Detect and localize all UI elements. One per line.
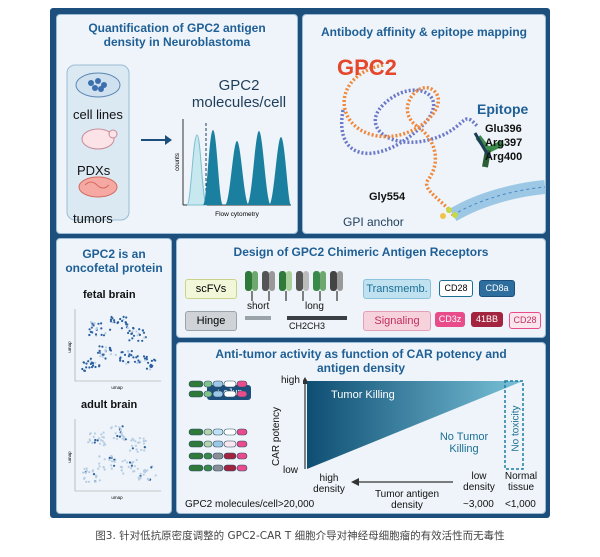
adult-umap-x-label: umap xyxy=(111,495,123,500)
affinity-panel: Antibody affinity & epitope mapping GPC2… xyxy=(302,14,546,234)
figure-caption: 图3. 针对低抗原密度调整的 GPC2-CAR T 细胞介导对神经母细胞瘤的有效… xyxy=(95,530,505,542)
antibody-icon xyxy=(473,132,505,168)
scfv-variants-icon xyxy=(245,271,343,301)
epitope-label: Epitope xyxy=(477,101,529,117)
potency-axis-label: CAR potency xyxy=(270,407,282,466)
molecules-label: GPC2 molecules/cell xyxy=(191,77,287,111)
sig-41bb-chip: 41BB xyxy=(471,312,503,327)
normal-tissue-label: Normal tissue xyxy=(504,471,538,493)
density-arrow-icon xyxy=(351,478,453,486)
low-density-label: low density xyxy=(463,471,495,493)
source-cell-lines: cell lines xyxy=(73,107,123,122)
hinge-short-label: short xyxy=(247,301,270,312)
histogram-x-label: Flow cytometry xyxy=(215,211,259,218)
affinity-title: Antibody affinity & epitope mapping xyxy=(321,25,527,39)
tm-cd28-chip: CD28 xyxy=(439,280,473,297)
potency-high-label: high xyxy=(281,375,300,386)
hinge-chip: Hinge xyxy=(185,311,237,331)
sig-cd3z-chip: CD3z xyxy=(435,312,465,327)
oncofetal-title: GPC2 is an oncofetal protein xyxy=(65,247,163,275)
arrow-right-icon xyxy=(141,135,172,145)
activity-title: Anti-tumor activity as function of CAR p… xyxy=(215,347,507,375)
signaling-chip: Signaling xyxy=(363,311,431,331)
graphical-abstract: Quantification of GPC2 antigen density i… xyxy=(50,8,550,518)
tumor-killing-label: Tumor Killing xyxy=(331,389,395,401)
residue-arg397: Arg397 xyxy=(485,137,523,149)
adult-umap: umap umap xyxy=(67,419,161,500)
activity-panel: Anti-tumor activity as function of CAR p… xyxy=(176,342,546,514)
transmemb-chip: Transmemb. xyxy=(363,279,431,299)
potency-low-label: low xyxy=(283,465,299,476)
quantification-panel: Quantification of GPC2 antigen density i… xyxy=(56,14,298,234)
oncofetal-panel: GPC2 is an oncofetal protein fetal brain… xyxy=(56,238,172,514)
hinge-long-label: long xyxy=(305,301,324,312)
killing-diagram xyxy=(303,377,524,470)
fetal-umap: umap umap xyxy=(67,309,161,390)
histogram-y-label: counts xyxy=(175,153,181,171)
tm-cd8a-chip: CD8a xyxy=(479,280,515,297)
source-tumors: tumors xyxy=(73,211,113,226)
residue-arg400: Arg400 xyxy=(485,151,523,163)
tumor-antigen-label: Tumor antigen density xyxy=(374,489,440,511)
scfvs-chip: scFVs xyxy=(185,279,237,299)
high-density-label: high density xyxy=(313,473,345,495)
design-title: Design of GPC2 Chimeric Antigen Receptor… xyxy=(233,245,489,259)
approx-low-label: ~3,000 xyxy=(463,499,494,510)
ch2ch3-label: CH2CH3 xyxy=(289,321,326,331)
source-pdxs: PDXs xyxy=(77,163,111,178)
residue-glu396: Glu396 xyxy=(485,123,522,135)
no-toxicity-label: No toxicity xyxy=(510,405,522,452)
sample-sources-icon xyxy=(66,64,130,221)
molecules-row-label: GPC2 molecules/cell>20,000 xyxy=(185,499,315,510)
gpc2-protein-label: GPC2 xyxy=(337,55,397,80)
quantification-title: Quantification of GPC2 antigen density i… xyxy=(88,21,266,49)
normal-value-label: <1,000 xyxy=(505,499,536,510)
flow-histogram: counts Flow cytometry xyxy=(175,119,291,218)
gpi-anchor-label: GPI anchor xyxy=(343,215,404,229)
fetal-umap-y-label: umap xyxy=(67,341,72,353)
car-constructs-icon xyxy=(188,380,248,472)
fetal-umap-x-label: umap xyxy=(111,385,123,390)
no-killing-label: No Tumor Killing xyxy=(439,431,489,455)
design-panel: Design of GPC2 Chimeric Antigen Receptor… xyxy=(176,238,546,338)
adult-brain-label: adult brain xyxy=(81,399,138,411)
hinge-bars-icon xyxy=(245,316,347,320)
adult-umap-y-label: umap xyxy=(67,451,72,463)
sig-cd28-chip: CD28 xyxy=(509,312,541,329)
gpc2-structure xyxy=(339,63,545,222)
fetal-brain-label: fetal brain xyxy=(83,289,136,301)
gly554-label: Gly554 xyxy=(369,191,406,203)
